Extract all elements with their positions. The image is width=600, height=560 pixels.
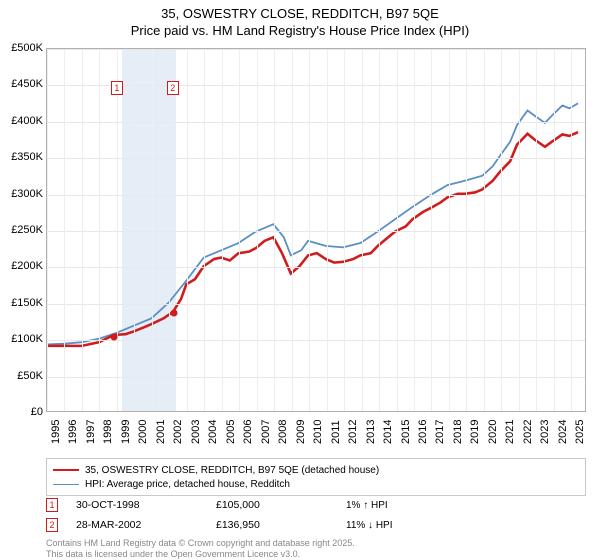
- x-axis-label: 2004: [207, 420, 219, 444]
- x-axis-label: 2000: [137, 420, 149, 444]
- title-line2: Price paid vs. HM Land Registry's House …: [0, 23, 600, 40]
- transaction-date-2: 28-MAR-2002: [76, 519, 216, 531]
- legend-swatch-red: [53, 469, 79, 471]
- y-axis-label: £150K: [11, 297, 43, 309]
- x-axis-label: 2005: [225, 420, 237, 444]
- y-axis-label: £450K: [11, 78, 43, 90]
- x-axis-label: 2021: [504, 420, 516, 444]
- sale-dot-1: [110, 333, 117, 340]
- x-axis-label: 2015: [400, 420, 412, 444]
- x-axis-label: 2023: [539, 420, 551, 444]
- x-axis-label: 2019: [469, 420, 481, 444]
- footnote-line2: This data is licensed under the Open Gov…: [46, 549, 355, 560]
- hpi-line: [47, 103, 578, 344]
- x-axis-label: 1998: [102, 420, 114, 444]
- y-axis-label: £400K: [11, 115, 43, 127]
- transaction-price-1: £105,000: [216, 499, 346, 511]
- x-axis-label: 2001: [155, 420, 167, 444]
- x-axis-label: 2009: [295, 420, 307, 444]
- x-axis-label: 2016: [417, 420, 429, 444]
- chart-title: 35, OSWESTRY CLOSE, REDDITCH, B97 5QE Pr…: [0, 0, 600, 40]
- x-axis-label: 1997: [85, 420, 97, 444]
- transaction-row-2: 2 28-MAR-2002 £136,950 11% ↓ HPI: [46, 518, 586, 532]
- sale-marker-2: 2: [167, 81, 179, 95]
- x-axis-label: 2020: [487, 420, 499, 444]
- x-axis-label: 2010: [312, 420, 324, 444]
- legend-row-2: HPI: Average price, detached house, Redd…: [53, 477, 579, 491]
- x-axis-label: 2017: [434, 420, 446, 444]
- legend-row-1: 35, OSWESTRY CLOSE, REDDITCH, B97 5QE (d…: [53, 463, 579, 477]
- footnote: Contains HM Land Registry data © Crown c…: [46, 538, 355, 560]
- legend-label-1: 35, OSWESTRY CLOSE, REDDITCH, B97 5QE (d…: [85, 465, 379, 476]
- sale-dot-2: [170, 310, 177, 317]
- x-axis-label: 2022: [522, 420, 534, 444]
- title-line1: 35, OSWESTRY CLOSE, REDDITCH, B97 5QE: [0, 6, 600, 23]
- x-axis-label: 2008: [277, 420, 289, 444]
- chart-plot-area: 12: [46, 48, 586, 412]
- y-axis-label: £100K: [11, 333, 43, 345]
- transaction-delta-2: 11% ↓ HPI: [346, 520, 393, 531]
- x-axis-label: 2024: [557, 420, 569, 444]
- x-axis-label: 2013: [365, 420, 377, 444]
- transaction-marker-2: 2: [46, 518, 58, 532]
- x-axis-label: 2003: [190, 420, 202, 444]
- price-paid-line: [47, 132, 578, 346]
- y-axis-label: £0: [31, 406, 43, 418]
- x-axis-label: 2018: [452, 420, 464, 444]
- sale-marker-1: 1: [111, 81, 123, 95]
- x-axis-label: 2006: [242, 420, 254, 444]
- y-axis-label: £300K: [11, 188, 43, 200]
- legend-swatch-blue: [53, 484, 79, 485]
- x-axis-label: 1995: [50, 420, 62, 444]
- chart-lines-svg: [47, 49, 585, 411]
- transaction-marker-1: 1: [46, 498, 58, 512]
- transaction-row-1: 1 30-OCT-1998 £105,000 1% ↑ HPI: [46, 498, 586, 512]
- y-axis-label: £200K: [11, 260, 43, 272]
- x-axis-label: 2007: [260, 420, 272, 444]
- x-axis-label: 1999: [120, 420, 132, 444]
- x-axis-label: 2002: [172, 420, 184, 444]
- y-axis-label: £500K: [11, 42, 43, 54]
- transaction-price-2: £136,950: [216, 519, 346, 531]
- y-axis-label: £250K: [11, 224, 43, 236]
- transaction-delta-1: 1% ↑ HPI: [346, 500, 388, 511]
- transaction-date-1: 30-OCT-1998: [76, 499, 216, 511]
- y-axis-label: £350K: [11, 151, 43, 163]
- chart-legend: 35, OSWESTRY CLOSE, REDDITCH, B97 5QE (d…: [46, 458, 586, 496]
- y-axis-label: £50K: [17, 370, 43, 382]
- x-axis-label: 2025: [574, 420, 586, 444]
- x-axis-label: 2011: [330, 420, 342, 444]
- x-axis-label: 2012: [347, 420, 359, 444]
- x-axis-label: 2014: [382, 420, 394, 444]
- legend-label-2: HPI: Average price, detached house, Redd…: [85, 479, 290, 490]
- footnote-line1: Contains HM Land Registry data © Crown c…: [46, 538, 355, 549]
- x-axis-label: 1996: [67, 420, 79, 444]
